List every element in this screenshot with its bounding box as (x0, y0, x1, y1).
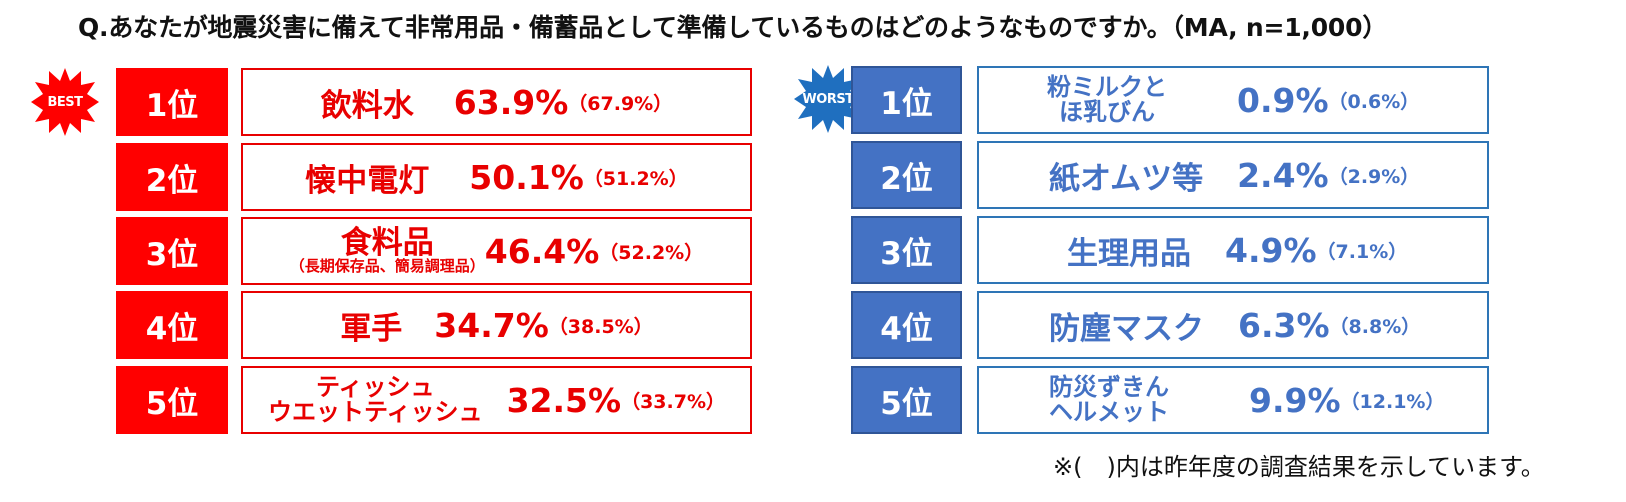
rank-label: 3位 (851, 216, 962, 284)
item-name-stack: 粉ミルクと ほ乳びん (1047, 72, 1167, 126)
best-item-card: 食料品 （長期保存品、簡易調理品） 46.4% （52.2%） (241, 217, 752, 285)
footnote: ※( )内は昨年度の調査結果を示しています。 (1053, 453, 1545, 481)
rank-label: 3位 (116, 217, 228, 285)
rank-label: 4位 (851, 291, 962, 359)
item-previous-percent: （2.9%） (1328, 165, 1420, 188)
best-item-card: ティッシュ ウエットティッシュ 32.5% （33.7%） (241, 366, 752, 434)
item-percent: 6.3% (1238, 305, 1330, 345)
worst-item-card: 防塵マスク 6.3% （8.8%） (977, 291, 1489, 359)
item-name-stack: 食料品 （長期保存品、簡易調理品） (290, 227, 485, 275)
item-name: 食料品 (340, 224, 434, 261)
item-name: 飲料水 (320, 87, 414, 124)
rank-label: 4位 (116, 291, 228, 359)
rank-label: 5位 (116, 366, 228, 434)
rank-label: 5位 (851, 366, 962, 434)
rank-label: 1位 (116, 68, 228, 136)
item-name-line1: 粉ミルクと (1047, 72, 1167, 101)
worst-item-card: 紙オムツ等 2.4% （2.9%） (977, 141, 1489, 209)
item-note: （長期保存品、簡易調理品） (289, 257, 485, 276)
worst-badge: WORST (792, 63, 864, 135)
item-previous-percent: （52.2%） (599, 241, 704, 264)
item-percent: 0.9% (1237, 80, 1329, 120)
item-previous-percent: （51.2%） (583, 167, 688, 190)
starburst-icon (794, 65, 862, 133)
item-percent: 63.9% (453, 82, 569, 122)
item-previous-percent: （33.7%） (621, 390, 725, 413)
item-name-line2: ウエットティッシュ (268, 398, 483, 426)
item-percent: 34.7% (434, 305, 549, 345)
worst-item-card: 粉ミルクと ほ乳びん 0.9% （0.6%） (977, 66, 1489, 134)
rank-label: 2位 (851, 141, 962, 209)
item-previous-percent: （38.5%） (548, 315, 653, 338)
item-name: 懐中電灯 (305, 162, 430, 199)
item-name-line2: ヘルメット (1049, 398, 1169, 426)
question-title: Q.あなたが地震災害に備えて非常用品・備蓄品として準備しているものはどのようなも… (78, 13, 1388, 42)
rank-label: 2位 (116, 143, 228, 211)
item-previous-percent: （0.6%） (1328, 90, 1420, 113)
item-name: 紙オムツ等 (1049, 160, 1204, 197)
best-badge: BEST (29, 66, 101, 138)
item-name-stack: ティッシュ ウエットティッシュ (268, 372, 483, 426)
best-item-card: 飲料水 63.9% （67.9%） (241, 68, 752, 136)
best-item-card: 懐中電灯 50.1% （51.2%） (241, 143, 752, 211)
item-previous-percent: （8.8%） (1329, 315, 1421, 338)
worst-item-card: 防災ずきん ヘルメット 9.9% （12.1%） (977, 366, 1489, 434)
item-name: 生理用品 (1067, 235, 1191, 272)
item-name-stack: 防災ずきん ヘルメット (1049, 372, 1169, 426)
item-percent: 50.1% (469, 157, 584, 197)
item-percent: 32.5% (506, 380, 622, 420)
worst-item-card: 生理用品 4.9% （7.1%） (977, 216, 1489, 284)
item-percent: 9.9% (1249, 380, 1341, 420)
item-name: 防塵マスク (1049, 310, 1204, 347)
best-item-card: 軍手 34.7% （38.5%） (241, 291, 752, 359)
rank-label: 1位 (851, 66, 962, 134)
item-name: 軍手 (340, 310, 403, 347)
item-name-line1: 防災ずきん (1049, 372, 1169, 401)
item-percent: 2.4% (1237, 155, 1329, 195)
item-percent: 4.9% (1225, 230, 1317, 270)
item-previous-percent: （67.9%） (568, 92, 673, 115)
item-name-line1: ティッシュ (316, 372, 435, 401)
starburst-icon (31, 68, 99, 136)
item-previous-percent: （12.1%） (1340, 390, 1445, 413)
item-previous-percent: （7.1%） (1316, 240, 1408, 263)
best-badge-label: BEST (47, 94, 83, 110)
worst-badge-label: WORST (802, 91, 854, 107)
item-name-line2: ほ乳びん (1059, 98, 1155, 126)
item-percent: 46.4% (484, 231, 600, 271)
